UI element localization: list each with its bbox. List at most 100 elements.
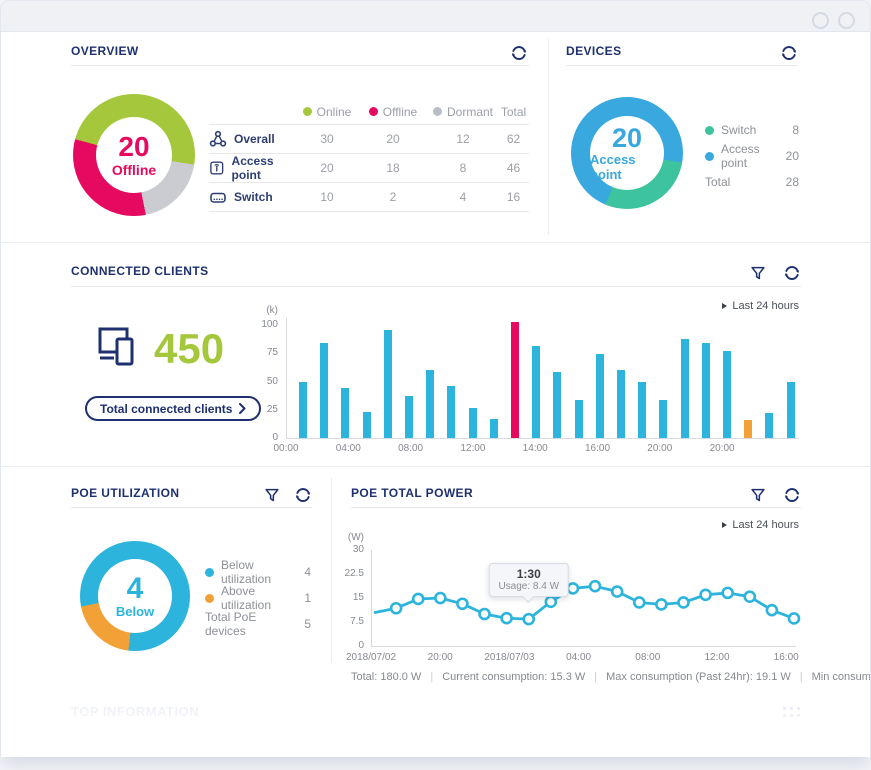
bar (786, 381, 795, 438)
stat-total: Total: 180.0 W (351, 671, 442, 683)
y-tick-label: 25 (266, 403, 278, 415)
column-online: Online (296, 105, 358, 119)
cell-value: 18 (386, 161, 400, 175)
x-tick-label: 12:00 (460, 443, 486, 454)
data-point (632, 596, 646, 609)
cell-value: 30 (320, 132, 334, 146)
data-point (655, 598, 668, 611)
switch-dot-icon (705, 125, 714, 135)
clients-refresh-button[interactable] (781, 262, 803, 284)
bar (426, 370, 435, 438)
poe-power-refresh-button[interactable] (781, 484, 803, 506)
poe-power-stats: Total: 180.0 WCurrent consumption: 15.3 … (351, 671, 871, 683)
column-total: Total (500, 104, 527, 119)
stat-current: Current consumption: 15.3 W (442, 671, 606, 683)
line-chart-y-axis: 30 22.5 15 7.5 0 (318, 544, 368, 651)
poe-total-power-title: POE TOTAL POWER (351, 486, 474, 500)
y-tick-label: 50 (266, 375, 278, 387)
bar-chart-unit: (k) (266, 305, 278, 316)
bar (447, 386, 456, 438)
x-tick-label: 20:00 (709, 443, 735, 454)
x-tick-label: 16:00 (584, 443, 611, 454)
poe-power-time-range-selector[interactable]: Last 24 hours (722, 519, 799, 531)
data-point (544, 595, 558, 609)
online-dot-icon (302, 107, 312, 116)
dormant-dot-icon (432, 107, 442, 116)
bar (617, 370, 625, 438)
y-tick-label: 15 (352, 592, 364, 603)
total-clients-value: 450 (154, 325, 225, 372)
bar (383, 329, 392, 438)
data-point (522, 612, 536, 626)
refresh-icon (784, 266, 800, 280)
connected-clients-title: CONNECTED CLIENTS (71, 264, 209, 278)
total-connected-clients-button[interactable]: Total connected clients (85, 396, 262, 421)
refresh-icon (511, 46, 527, 60)
row-divider (1, 466, 870, 467)
poe-util-refresh-button[interactable] (292, 484, 314, 506)
data-point (411, 592, 425, 606)
overview-refresh-button[interactable] (508, 42, 530, 64)
legend-item-total-poe: Total PoE devices 5 (205, 610, 311, 638)
devices-header-divider (566, 65, 798, 66)
data-point (610, 585, 624, 598)
below-utilization-dot-icon (205, 567, 214, 577)
access-point-icon (210, 161, 224, 175)
stat-min: Min consumption (Past 24hr): 1.3 W (811, 671, 871, 683)
overview-donut-label: Offline (111, 161, 157, 178)
bar (532, 346, 541, 438)
data-point (434, 591, 447, 605)
cell-value: 2 (389, 190, 397, 204)
overview-donut-value: 20 (118, 131, 150, 163)
cell-value: 62 (506, 132, 521, 146)
clients-time-range-selector[interactable]: Last 24 hours (722, 300, 799, 312)
legend-item-access-point: Access point 20 (705, 142, 799, 170)
legend-item-total: Total 28 (705, 175, 799, 189)
overall-icon (209, 130, 227, 147)
cell-value: 16 (506, 190, 521, 204)
data-point (677, 596, 690, 609)
x-tick-label: 04:00 (566, 652, 592, 663)
window-control-circle[interactable] (838, 12, 855, 29)
access-point-dot-icon (705, 151, 714, 161)
poe-power-line-chart (373, 579, 801, 626)
x-tick-label: 16:00 (773, 652, 799, 663)
filter-icon (265, 488, 279, 501)
overview-title: OVERVIEW (71, 44, 139, 58)
y-tick-label: 0 (358, 640, 364, 651)
cell-value: 8 (459, 161, 467, 175)
bar (341, 388, 350, 438)
devices-donut-value: 20 (611, 122, 643, 153)
section-divider (331, 478, 332, 663)
bar-chart-x-axis: 00:00 04:00 08:00 12:00 14:00 16:00 20:00 20:00 (273, 443, 798, 457)
clients-filter-button[interactable] (747, 262, 769, 284)
data-point (743, 590, 757, 604)
overview-donut-chart: 20 Offline (73, 94, 195, 216)
bar (595, 354, 604, 438)
stat-max: Max consumption (Past 24hr): 19.1 W (606, 671, 812, 683)
poe-utilization-legend: Below utilization 4 Above utilization 1 … (205, 558, 311, 638)
x-tick-label: 12:00 (704, 652, 730, 663)
poe-util-filter-button[interactable] (261, 484, 283, 506)
overview-table-header: Online Offline Dormant Total (209, 99, 529, 124)
bar (680, 338, 689, 438)
overview-header-divider (71, 65, 529, 66)
chart-tooltip: 1:30 Usage: 8.4 W (488, 563, 570, 598)
bar (320, 343, 329, 438)
drag-handle-icon[interactable] (783, 707, 800, 717)
devices-refresh-button[interactable] (778, 42, 800, 64)
caret-right-icon (722, 522, 728, 528)
poe-power-filter-button[interactable] (747, 484, 769, 506)
legend-item-below-utilization: Below utilization 4 (205, 558, 311, 586)
x-tick-label: 14:00 (522, 443, 548, 454)
y-tick-label: 75 (266, 347, 278, 359)
bar (362, 412, 371, 438)
table-row-access-point: Access point 20 18 8 46 (209, 153, 529, 182)
row-label: Access point (231, 154, 274, 182)
data-point (787, 612, 801, 625)
bar-chart-y-axis: 100 75 50 25 0 (232, 318, 282, 443)
above-utilization-dot-icon (205, 593, 214, 603)
x-tick-label: 20:00 (647, 443, 673, 454)
data-point (765, 603, 779, 617)
window-control-circle[interactable] (812, 12, 829, 29)
